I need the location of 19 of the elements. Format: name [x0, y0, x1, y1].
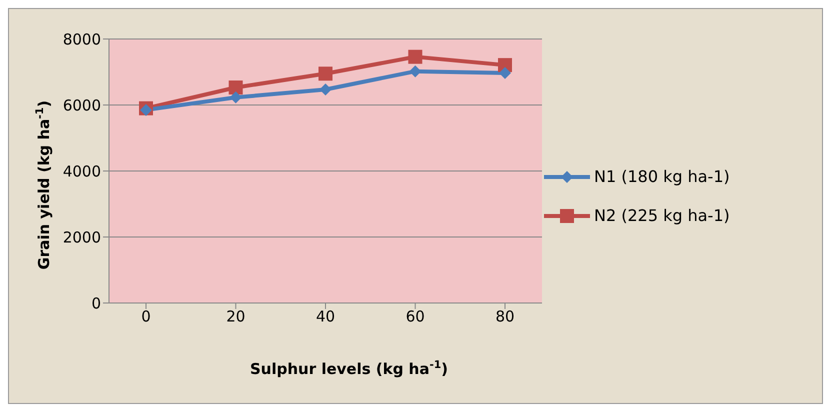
- point: [499, 66, 511, 79]
- point: [228, 80, 243, 95]
- y-tick-label: 6000: [62, 96, 101, 114]
- point: [318, 66, 332, 81]
- x-tick-label: 20: [226, 308, 246, 326]
- point: [140, 104, 152, 116]
- x-axis-title: Sulphur levels (kg ha$^{-1}$): [250, 359, 448, 378]
- y-tick-label: 8000: [62, 30, 101, 48]
- y-tick-label: 0: [91, 294, 101, 312]
- point: [408, 50, 422, 64]
- point: [320, 83, 332, 96]
- x-tick-label: 40: [316, 308, 336, 326]
- x-tick-label: 80: [495, 308, 515, 326]
- y-tick-label: 2000: [62, 228, 101, 246]
- x-tick-label: 60: [406, 308, 425, 326]
- y-tick-label: 4000: [62, 162, 101, 180]
- x-tick-label: 0: [141, 308, 151, 326]
- legend-label: N2 (225 kg ha-1): [594, 206, 730, 225]
- legend-label: N1 (180 kg ha-1): [594, 167, 730, 186]
